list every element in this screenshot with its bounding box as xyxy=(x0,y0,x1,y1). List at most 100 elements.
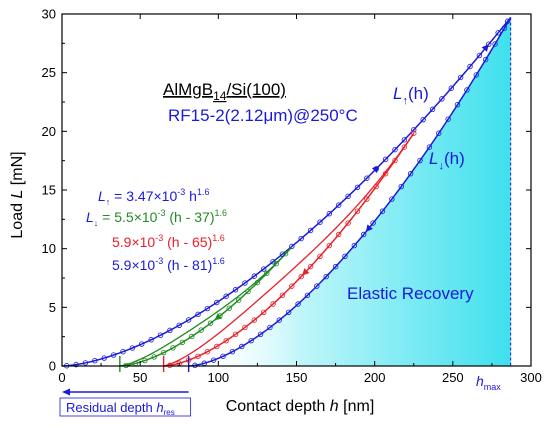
unloading-curve-label: L↓(h) xyxy=(429,149,465,172)
loading-point xyxy=(326,211,333,217)
data-points-group xyxy=(63,18,511,369)
unloading-point-red xyxy=(382,171,389,177)
loading-point xyxy=(392,146,398,153)
loading-point xyxy=(129,345,136,351)
unloading-point-blue xyxy=(220,353,226,359)
unloading-point-blue xyxy=(389,196,395,202)
loading-point xyxy=(495,30,501,36)
unloading-point-blue xyxy=(454,102,461,108)
loading-point xyxy=(92,357,98,364)
elastic-recovery-area xyxy=(188,17,511,366)
loading-point xyxy=(317,219,323,225)
loading-arrow-a xyxy=(371,165,380,174)
loading-point xyxy=(204,305,211,312)
reload-curve-green xyxy=(119,246,293,367)
unloading-point-blue xyxy=(501,25,508,31)
loading-point xyxy=(336,202,342,208)
loading-point xyxy=(232,287,239,293)
unloading-point-blue xyxy=(314,283,320,289)
loading-point xyxy=(345,193,351,199)
unloading-point-green xyxy=(282,251,289,257)
sample-title: AlMgB14/Si(100) xyxy=(163,80,286,103)
unloading-point-green xyxy=(189,333,195,340)
unloading-point-blue xyxy=(342,253,348,259)
unloading-point-red xyxy=(260,309,267,315)
unloading-point-blue xyxy=(426,144,433,150)
loading-curve-label: L↑(h) xyxy=(393,84,429,107)
unloading-point-blue xyxy=(295,301,301,307)
equation-unload-green: L↓ = 5.5×10-3 (h - 37)1.6 xyxy=(86,208,227,228)
unloading-point-green xyxy=(245,288,251,295)
x-tick-label: 0 xyxy=(58,370,65,385)
loading-point xyxy=(279,251,286,257)
unloading-point-red xyxy=(392,157,398,164)
x-tick-label: 200 xyxy=(364,370,386,385)
x-tick-label: 100 xyxy=(207,370,229,385)
unloading-point-green xyxy=(170,345,176,351)
loading-point xyxy=(448,85,454,91)
loading-point xyxy=(401,137,408,143)
loading-point xyxy=(195,311,201,318)
unloading-point-green xyxy=(179,339,186,346)
loading-point xyxy=(167,327,173,334)
loading-point xyxy=(504,18,511,24)
unloading-point-green xyxy=(160,349,167,356)
unloading-point-red xyxy=(223,337,229,344)
hmax-label: hmax xyxy=(476,373,501,392)
unloading-point-blue xyxy=(285,309,292,315)
unloading-point-blue xyxy=(248,337,254,344)
unloading-point-blue xyxy=(482,56,489,63)
unloading-point-green xyxy=(226,305,232,311)
unloading-point-red xyxy=(232,331,239,338)
x-tick-label: 50 xyxy=(133,370,147,385)
y-tick-label: 0 xyxy=(49,359,56,374)
loading-point xyxy=(242,280,248,286)
unloading-point-green xyxy=(198,327,204,333)
unloading-point-blue xyxy=(229,348,236,355)
loading-point xyxy=(101,355,107,361)
residual-depth-label: Residual depth hres xyxy=(66,400,175,417)
loading-point xyxy=(110,352,117,358)
loading-point xyxy=(139,341,145,347)
unloading-point-blue xyxy=(370,220,376,226)
sample-subtitle: RF15-2(2.12μm)@250°C xyxy=(168,106,358,125)
loading-point xyxy=(176,322,182,328)
y-tick-label: 25 xyxy=(42,65,56,80)
unloading-point-blue xyxy=(332,263,339,270)
unloading-point-blue xyxy=(417,157,423,164)
unloading-point-red xyxy=(279,292,286,298)
unloading-point-blue xyxy=(351,242,358,249)
y-tick-label: 30 xyxy=(42,7,56,22)
loading-point xyxy=(467,63,473,70)
unloading-point-red xyxy=(195,353,201,359)
reload-curve-red xyxy=(163,132,415,367)
loading-point xyxy=(439,96,445,102)
equation-loading: L↑ = 3.47×10-3 h1.6 xyxy=(98,187,209,207)
loading-point xyxy=(457,74,464,81)
unloading-point-red xyxy=(270,301,276,307)
unloading-point-blue xyxy=(210,357,217,363)
unloading-point-blue xyxy=(379,208,386,214)
unloading-point-red xyxy=(373,183,379,190)
unloading-point-red xyxy=(167,362,173,369)
loading-point xyxy=(411,127,417,133)
loading-point xyxy=(307,227,314,234)
unloading-arrow-red xyxy=(302,268,310,276)
unloading-point-blue xyxy=(257,331,264,338)
unloading-point-green xyxy=(151,354,157,360)
unloading-point-blue xyxy=(464,87,470,93)
loading-point xyxy=(185,317,192,323)
y-tick-label: 10 xyxy=(42,241,56,256)
unloading-point-blue xyxy=(473,72,479,78)
x-tick-label: 150 xyxy=(286,370,308,385)
unloading-point-blue xyxy=(304,292,311,298)
unloading-point-green xyxy=(142,357,148,364)
x-tick-label: 250 xyxy=(442,370,464,385)
loading-point xyxy=(157,332,164,338)
unloading-point-red xyxy=(289,283,295,289)
unloading-point-green xyxy=(217,313,223,319)
unloading-point-green xyxy=(207,320,214,326)
loading-point xyxy=(429,106,436,113)
x-tick-label: 300 xyxy=(520,370,542,385)
